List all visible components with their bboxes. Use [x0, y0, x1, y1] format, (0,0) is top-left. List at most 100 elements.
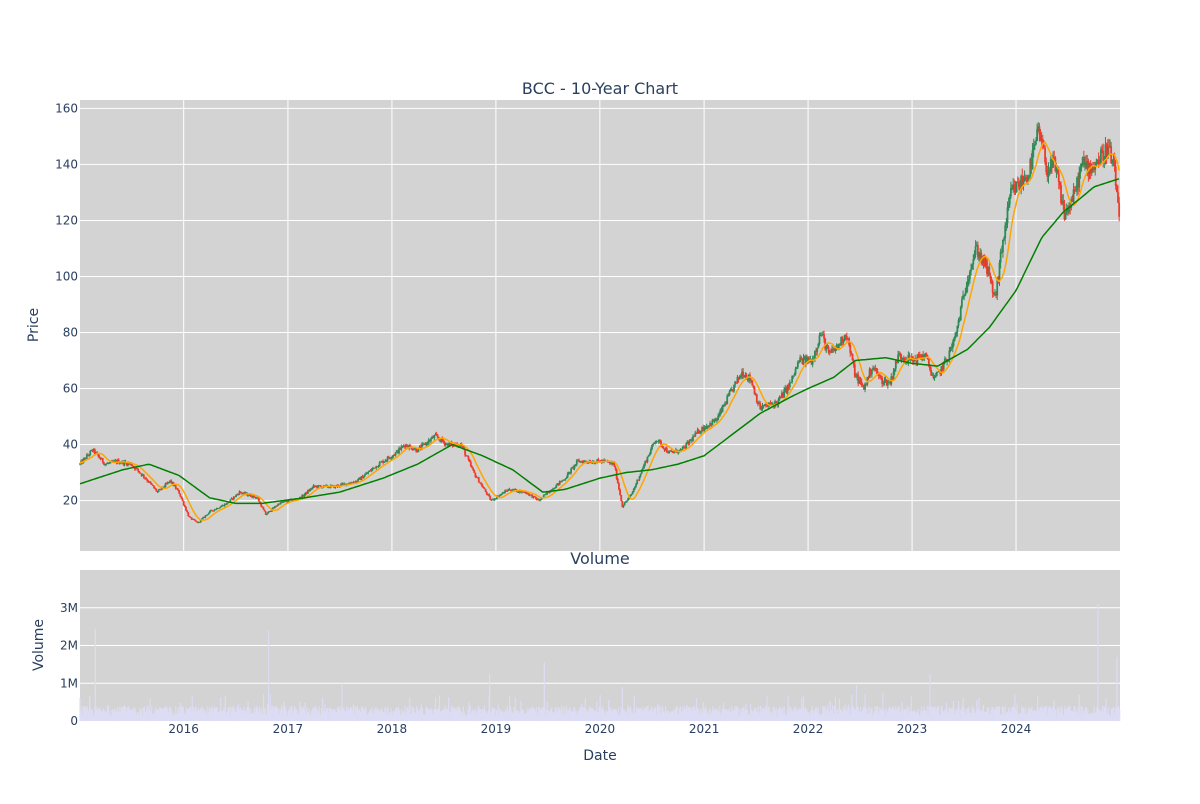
volume-bar — [737, 707, 739, 721]
candle-body — [722, 405, 725, 406]
candle-body — [480, 483, 482, 485]
volume-bar — [351, 710, 353, 721]
candle-body — [400, 446, 403, 450]
candle-body — [737, 376, 740, 380]
candle-body — [1036, 128, 1039, 141]
candle-body — [100, 458, 103, 460]
candle-body — [646, 456, 649, 463]
volume-bar — [1046, 706, 1048, 721]
candle-body — [362, 476, 365, 479]
candle-body — [408, 445, 411, 449]
candle-body — [741, 371, 743, 377]
candle-body — [632, 488, 635, 492]
x-tick-label: 2018 — [377, 722, 408, 736]
candle-body — [972, 259, 975, 265]
price-y-tick-label: 40 — [63, 438, 78, 452]
volume-bar — [166, 707, 168, 721]
candle-body — [483, 488, 486, 490]
candle-body — [686, 441, 689, 444]
candle-body — [158, 489, 161, 490]
candle-body — [314, 486, 317, 487]
volume-bar — [155, 710, 157, 721]
candle-body — [1078, 172, 1081, 188]
candle-body — [163, 486, 166, 488]
candle-body — [1011, 187, 1013, 190]
candle-body — [434, 434, 437, 436]
candle-body — [845, 336, 848, 340]
candle-body — [1031, 150, 1034, 169]
candle-body — [175, 488, 178, 490]
volume-bar — [998, 706, 1001, 721]
volume-bar — [980, 710, 982, 721]
volume-bar — [1056, 709, 1058, 721]
candle-body — [795, 367, 798, 369]
candle-body — [752, 385, 755, 388]
candle-body — [575, 460, 578, 465]
candle-body — [427, 440, 430, 444]
candle-body — [465, 455, 468, 457]
candle-body — [851, 353, 854, 361]
candle-body — [697, 429, 700, 434]
candle-body — [328, 487, 331, 488]
candle-body — [820, 335, 823, 336]
candle-body — [1024, 176, 1027, 180]
candle-body — [857, 374, 860, 384]
candle-body — [412, 449, 415, 451]
candle-body — [391, 456, 394, 459]
volume-bar — [871, 707, 873, 721]
volume-bar — [272, 710, 274, 721]
volume-bar — [787, 696, 789, 721]
candle-body — [986, 260, 988, 274]
volume-bar — [882, 692, 884, 721]
candle-body — [363, 474, 366, 477]
candle-body — [640, 469, 643, 474]
candle-body — [998, 262, 1001, 281]
candle-body — [1048, 169, 1051, 173]
candle-body — [1021, 175, 1024, 185]
candle-body — [98, 455, 101, 459]
candle-body — [556, 483, 559, 485]
volume-bar — [151, 706, 153, 721]
candle-body — [796, 362, 799, 368]
candle-body — [639, 473, 642, 477]
candle-body — [619, 489, 621, 495]
volume-bar — [143, 706, 145, 721]
candle-body — [817, 343, 820, 349]
candle-body — [612, 462, 615, 465]
candle-body — [847, 338, 849, 340]
volume-bar — [267, 630, 270, 721]
candle-body — [1037, 126, 1040, 129]
volume-bar — [489, 673, 491, 721]
volume-bar — [687, 707, 689, 721]
candle-body — [880, 375, 882, 378]
candle-body — [287, 499, 290, 502]
volume-bar — [929, 673, 931, 721]
volume-y-tick-label: 2M — [60, 639, 78, 653]
candle-body — [547, 492, 550, 494]
volume-bar — [1087, 708, 1089, 721]
candle-body — [1095, 162, 1098, 166]
candle-body — [468, 459, 471, 462]
candle-body — [883, 380, 886, 384]
candle-body — [717, 416, 719, 421]
candle-body — [746, 378, 749, 381]
candle-body — [310, 488, 313, 490]
candle-body — [655, 441, 658, 443]
candle-body — [554, 487, 557, 489]
candle-body — [512, 489, 514, 491]
candle-body — [122, 460, 125, 465]
candle-body — [513, 489, 516, 491]
volume-bar — [417, 711, 419, 721]
candle-body — [839, 344, 841, 346]
candle-body — [802, 357, 805, 364]
candle-body — [647, 455, 650, 457]
candle-body — [565, 477, 568, 479]
candle-body — [643, 464, 645, 469]
candle-body — [369, 470, 372, 472]
volume-bar — [446, 708, 449, 721]
candle-body — [316, 486, 318, 488]
candle-body — [959, 306, 962, 321]
candle-body — [203, 517, 206, 519]
volume-bar — [675, 706, 677, 721]
ma-short-line — [79, 141, 1120, 521]
